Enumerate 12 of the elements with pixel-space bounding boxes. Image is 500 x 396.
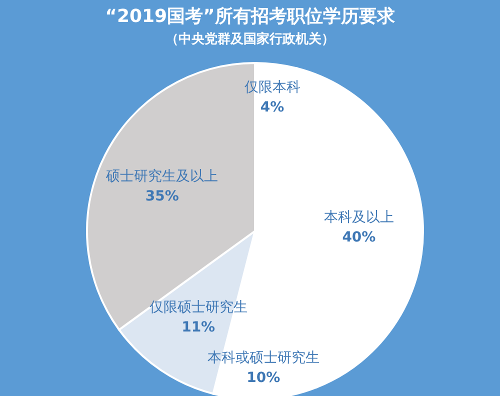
slice-label: 本科或硕士研究生 bbox=[207, 350, 320, 366]
data-label: 11% bbox=[182, 319, 216, 336]
chart-title: “2019国考”所有招考职位学历要求 bbox=[104, 5, 396, 28]
chart-subtitle: （中央党群及国家行政机关） bbox=[164, 30, 336, 48]
data-label: 35% bbox=[145, 188, 179, 205]
slice-label: 本科及以上 bbox=[324, 209, 394, 226]
slice-label: 仅限硕士研究生 bbox=[149, 299, 248, 316]
data-label: 4% bbox=[260, 99, 284, 116]
slice-label: 硕士研究生及以上 bbox=[105, 168, 218, 185]
data-label: 10% bbox=[246, 370, 280, 386]
data-label: 40% bbox=[342, 229, 376, 246]
slice-label: 仅限本科 bbox=[244, 79, 300, 96]
